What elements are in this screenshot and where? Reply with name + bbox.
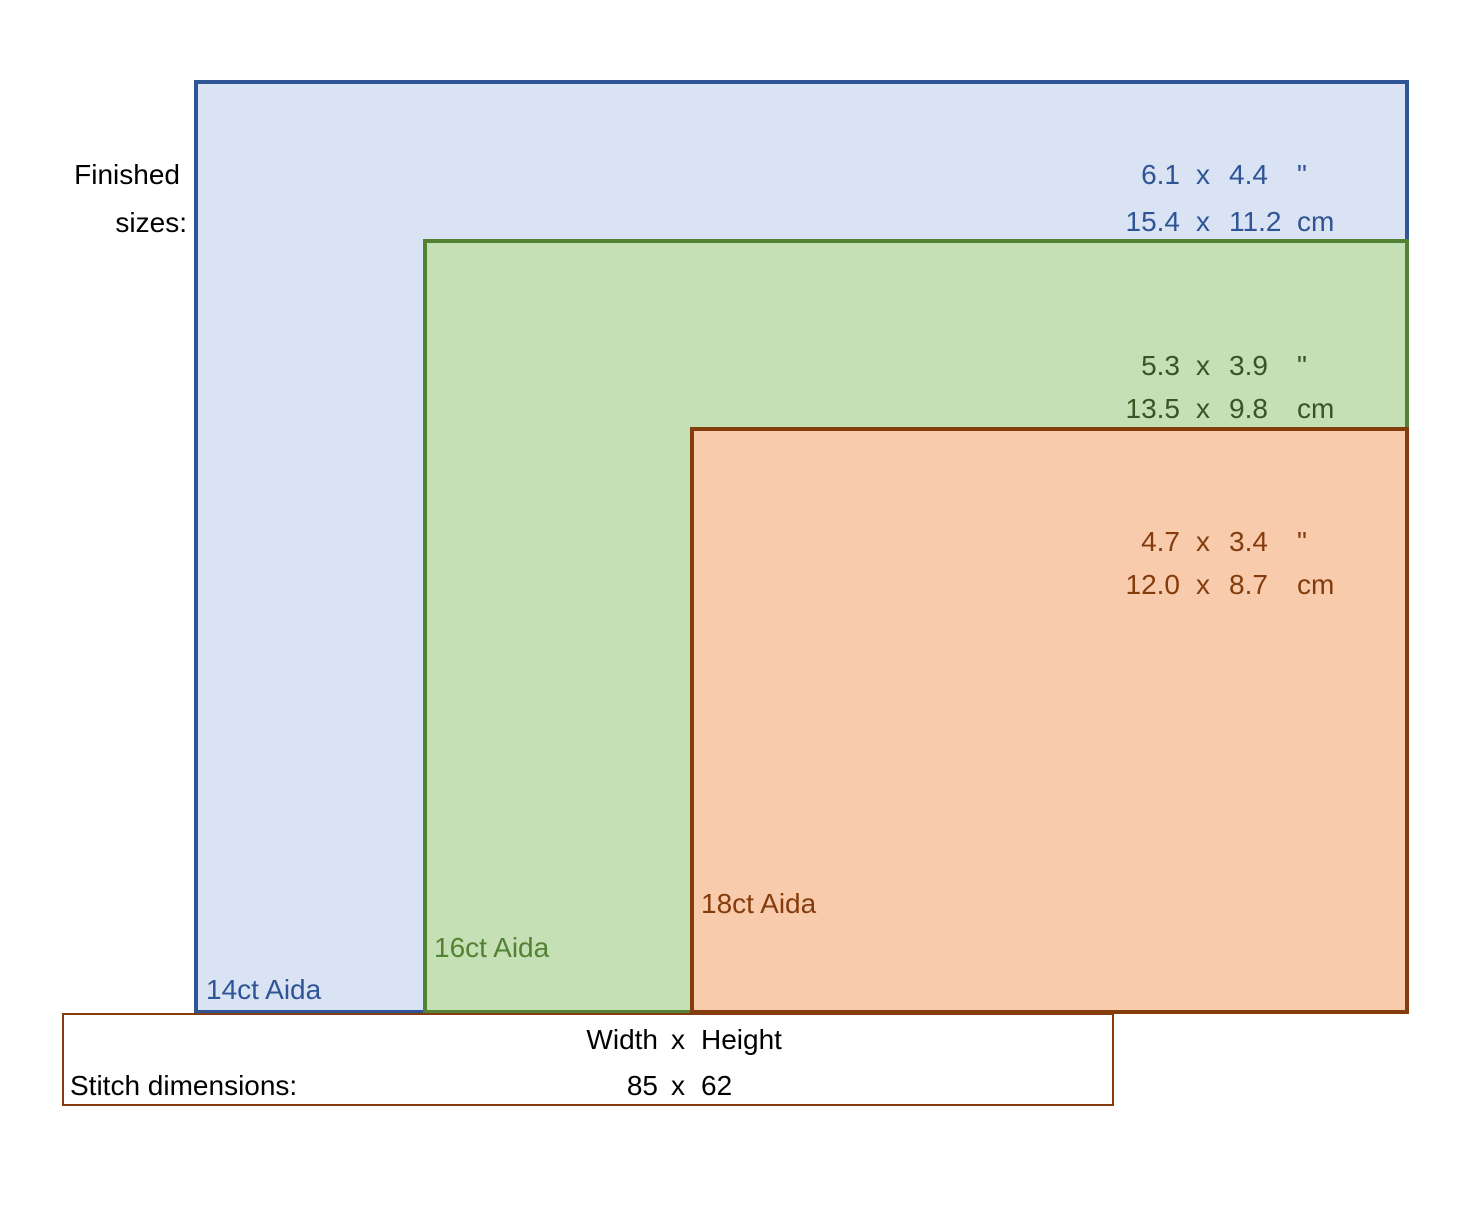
size-16ct-inch-sep: x (1196, 350, 1210, 381)
finished-sizes-label-line2: sizes: (115, 207, 187, 238)
finished-sizes-label-line1: Finished (74, 159, 180, 190)
size-14ct-inch-width: 6.1 (1141, 159, 1180, 190)
size-16ct-inch-unit: " (1297, 350, 1307, 381)
stitch-value-sep: x (671, 1070, 685, 1101)
stitch-value-height: 62 (701, 1070, 733, 1101)
size-14ct-inch-sep: x (1196, 159, 1210, 190)
size-18ct-inch-height: 3.4 (1229, 526, 1268, 557)
size-16ct-inch-height: 3.9 (1229, 350, 1268, 381)
size-18ct-inch-unit: " (1297, 526, 1307, 557)
stitch-header-sep: x (671, 1024, 685, 1055)
size-14ct-inch-unit: " (1297, 159, 1307, 190)
label-14ct-aida: 14ct Aida (206, 974, 322, 1005)
stitch-header-height: Height (701, 1024, 782, 1055)
size-16ct-cm-sep: x (1196, 393, 1210, 424)
stitch-dimensions-label: Stitch dimensions: (70, 1070, 298, 1101)
size-18ct-cm-sep: x (1196, 569, 1210, 600)
size-14ct-cm-width: 15.4 (1125, 206, 1181, 237)
size-16ct-inch-width: 5.3 (1141, 350, 1180, 381)
size-14ct-cm-sep: x (1196, 206, 1210, 237)
size-14ct-cm-height: 11.2 (1229, 206, 1282, 237)
rect-18ct-aida (690, 427, 1409, 1014)
size-18ct-inch-width: 4.7 (1141, 526, 1180, 557)
size-16ct-cm-unit: cm (1297, 393, 1335, 424)
size-14ct-cm-unit: cm (1297, 206, 1335, 237)
size-18ct-cm-unit: cm (1297, 569, 1335, 600)
label-16ct-aida: 16ct Aida (434, 932, 550, 963)
stitch-dimensions-box (62, 1013, 1114, 1106)
size-14ct-inch-height: 4.4 (1229, 159, 1268, 190)
label-18ct-aida: 18ct Aida (701, 888, 817, 919)
stitch-value-width: 85 (626, 1070, 658, 1101)
size-16ct-cm-height: 9.8 (1229, 393, 1268, 424)
size-18ct-cm-width: 12.0 (1125, 569, 1181, 600)
size-18ct-inch-sep: x (1196, 526, 1210, 557)
size-18ct-cm-height: 8.7 (1229, 569, 1268, 600)
size-16ct-cm-width: 13.5 (1125, 393, 1181, 424)
stitch-header-width: Width (586, 1024, 658, 1055)
